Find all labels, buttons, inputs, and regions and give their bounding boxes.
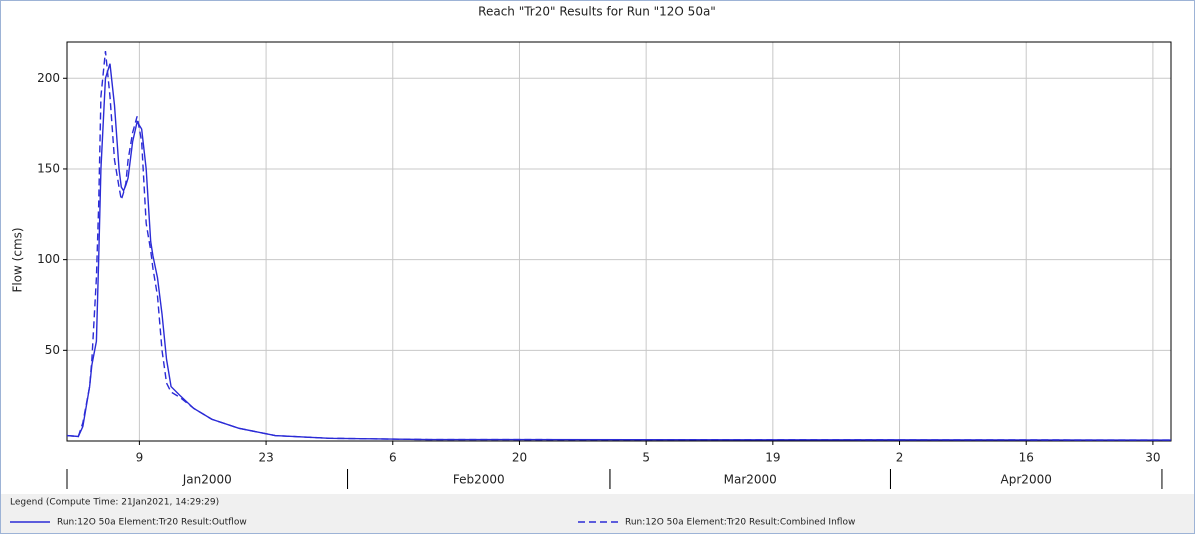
plot-area: [67, 42, 1171, 441]
month-label: Feb2000: [453, 473, 505, 487]
y-axis-label: Flow (cms): [11, 227, 25, 292]
legend-area: [1, 494, 1194, 533]
x-tick-label: 23: [258, 451, 273, 465]
x-tick-label: 9: [136, 451, 144, 465]
legend-label: Run:12O 50a Element:Tr20 Result:Outflow: [57, 518, 247, 528]
x-tick-label: 6: [389, 451, 397, 465]
series-line: [67, 51, 1171, 441]
y-tick-label: 100: [37, 252, 60, 266]
month-label: Mar2000: [724, 473, 777, 487]
x-tick-label: 2: [896, 451, 904, 465]
legend-label: Run:12O 50a Element:Tr20 Result:Combined…: [625, 518, 855, 528]
x-tick-label: 16: [1019, 451, 1034, 465]
x-tick-label: 5: [642, 451, 650, 465]
x-tick-label: 30: [1145, 451, 1160, 465]
y-tick-label: 50: [45, 343, 60, 357]
x-tick-label: 20: [512, 451, 527, 465]
x-tick-label: 19: [765, 451, 780, 465]
plot-border: [66, 41, 1172, 442]
legend-title: Legend (Compute Time: 21Jan2021, 14:29:2…: [10, 498, 219, 508]
month-label: Apr2000: [1001, 473, 1052, 487]
y-tick-label: 150: [37, 161, 60, 175]
month-label: Jan2000: [182, 473, 232, 487]
chart-title: Reach "Tr20" Results for Run "12O 50a": [478, 5, 716, 19]
y-tick-label: 200: [37, 71, 60, 85]
